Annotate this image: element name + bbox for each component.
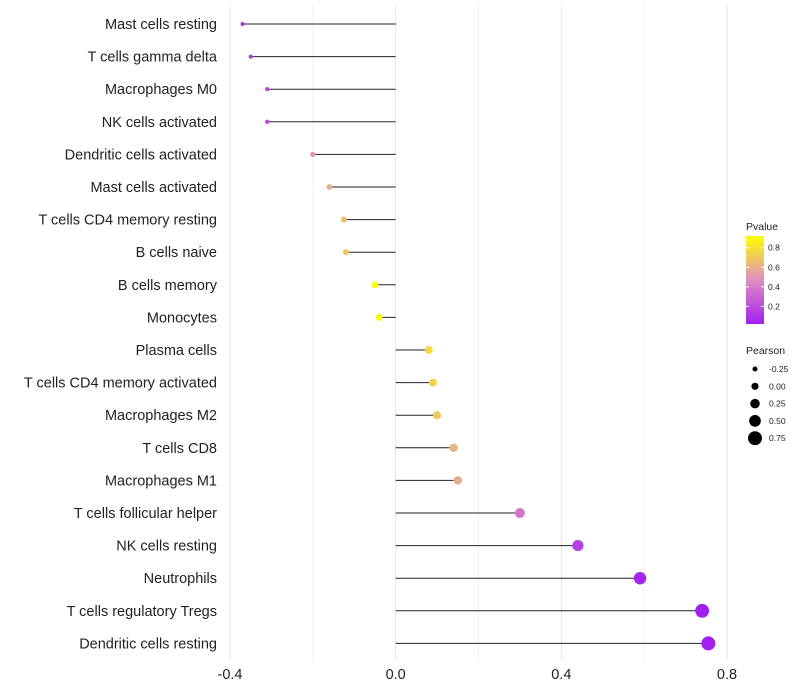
pearson-legend-label: 0.25 (769, 399, 786, 409)
lollipop-point (572, 540, 584, 552)
lollipop-point (340, 216, 347, 223)
pearson-legend: Pearson -0.25 0.00 0.25 0.50 0.75 (746, 345, 789, 446)
x-tick-label: 0.0 (386, 667, 406, 683)
pearson-legend-dot (752, 366, 758, 372)
category-label: NK cells activated (102, 115, 217, 131)
pearson-legend-label: 0.50 (769, 416, 786, 426)
category-label: T cells CD8 (142, 441, 217, 457)
lollipop-point (433, 411, 442, 420)
lollipop-point (342, 249, 350, 256)
lollipop-point (514, 508, 525, 518)
pvalue-tick-label: 0.4 (768, 282, 780, 292)
category-labels: Mast cells resting T cells gamma delta Mac… (24, 17, 218, 652)
lollipop-point (326, 184, 333, 190)
lollipop-point (240, 22, 245, 26)
lollipop-point (248, 54, 253, 59)
category-label: Macrophages M1 (105, 473, 217, 489)
pearson-legend-dot (749, 415, 761, 427)
pvalue-legend: Pvalue 0.2 0.4 0.6 0.8 (746, 221, 780, 324)
lollipop-point (633, 571, 647, 585)
category-label: Macrophages M0 (105, 82, 217, 98)
category-label: T cells CD4 memory resting (38, 213, 217, 229)
category-label: Dendritic cells activated (65, 147, 217, 163)
category-label: Mast cells activated (90, 180, 217, 196)
lollipop-point (453, 476, 463, 485)
category-label: NK cells resting (116, 539, 217, 555)
pvalue-legend-title: Pvalue (746, 221, 778, 233)
pearson-legend-label: 0.00 (769, 381, 786, 391)
lollipop-point (428, 378, 437, 387)
lollipop-point (265, 119, 270, 125)
category-label: B cells memory (118, 278, 218, 294)
lollipop-stems (242, 23, 709, 644)
category-label: T cells regulatory Tregs (67, 604, 217, 620)
category-label: T cells CD4 memory activated (24, 376, 217, 392)
pvalue-tick-label: 0.2 (768, 301, 780, 311)
category-label: T cells gamma delta (88, 50, 218, 66)
lollipop-point (701, 636, 716, 651)
category-label: Neutrophils (144, 571, 217, 587)
pvalue-tick-label: 0.6 (768, 262, 780, 272)
category-label: B cells naive (136, 245, 217, 261)
lollipop-points (240, 22, 716, 651)
category-label: Mast cells resting (105, 17, 217, 33)
pearson-legend-title: Pearson (746, 345, 785, 357)
category-label: Monocytes (147, 310, 217, 326)
category-label: Macrophages M2 (105, 408, 217, 424)
lollipop-point (695, 603, 710, 618)
category-label: Plasma cells (136, 343, 217, 359)
lollipop-point (449, 443, 458, 453)
grid-lines (229, 6, 728, 660)
x-tick-label: -0.4 (218, 667, 243, 683)
pearson-legend-dot (750, 398, 760, 409)
lollipop-point (265, 86, 270, 92)
pvalue-colorbar (746, 236, 764, 324)
pearson-legend-dot (751, 382, 759, 390)
pearson-legend-label: 0.75 (769, 433, 786, 443)
category-label: T cells follicular helper (74, 506, 217, 522)
x-axis-tick-labels: -0.4 0.0 0.4 0.8 (218, 667, 738, 683)
lollipop-point (310, 151, 316, 158)
lollipop-point (375, 313, 383, 321)
lollipop-point (371, 281, 379, 289)
lollipop-point (424, 346, 433, 354)
x-tick-label: 0.4 (551, 667, 571, 683)
pvalue-tick-label: 0.8 (768, 243, 780, 253)
pearson-legend-dot (748, 431, 762, 446)
category-label: Dendritic cells resting (79, 636, 217, 652)
x-tick-label: 0.8 (717, 667, 737, 683)
pearson-legend-label: -0.25 (769, 364, 789, 374)
